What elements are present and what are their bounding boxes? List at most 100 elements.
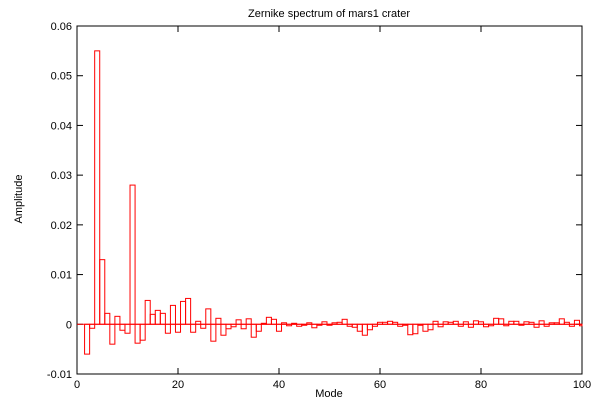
bar-mode-49 bbox=[321, 321, 328, 325]
y-axis-label: Amplitude bbox=[13, 175, 25, 224]
bar-mode-32 bbox=[235, 319, 242, 325]
bar-mode-67 bbox=[412, 323, 419, 335]
bar-mode-98 bbox=[568, 323, 575, 327]
bar-mode-81 bbox=[483, 323, 490, 328]
bar-mode-8 bbox=[114, 315, 121, 325]
bar-mode-92 bbox=[538, 320, 545, 325]
bar-mode-61 bbox=[382, 321, 389, 325]
bar-mode-73 bbox=[442, 321, 449, 325]
chart-title: Zernike spectrum of mars1 crater bbox=[248, 8, 410, 20]
y-tick-label: 0.02 bbox=[51, 220, 72, 232]
y-tick-label: 0.05 bbox=[51, 71, 72, 83]
x-axis-label: Mode bbox=[315, 388, 343, 399]
bar-mode-100 bbox=[578, 323, 583, 327]
bar-mode-72 bbox=[437, 323, 444, 328]
bar-mode-40 bbox=[275, 323, 283, 332]
bar-mode-43 bbox=[291, 322, 298, 325]
bar-mode-64 bbox=[397, 323, 404, 327]
bar-mode-29 bbox=[220, 323, 227, 336]
bar-mode-85 bbox=[503, 323, 510, 327]
bar-mode-96 bbox=[558, 318, 565, 325]
bar-mode-52 bbox=[336, 321, 343, 325]
bar-mode-68 bbox=[417, 323, 424, 326]
plot-frame bbox=[76, 25, 583, 375]
y-tick-label: 0.04 bbox=[51, 120, 72, 132]
bar-mode-95 bbox=[553, 322, 560, 325]
bar-mode-56 bbox=[356, 323, 363, 332]
bar-mode-7 bbox=[109, 323, 116, 345]
bar-mode-15 bbox=[149, 313, 156, 325]
x-tick-label: 40 bbox=[273, 379, 285, 391]
y-tick-label: 0.01 bbox=[51, 270, 72, 282]
bar-mode-63 bbox=[392, 321, 399, 325]
x-tick-label: 60 bbox=[374, 379, 386, 391]
bar-mode-44 bbox=[296, 323, 303, 327]
bar-mode-16 bbox=[154, 309, 161, 325]
bar-mode-76 bbox=[457, 323, 464, 327]
bar-mode-18 bbox=[164, 323, 171, 334]
bar-mode-9 bbox=[119, 323, 126, 331]
bar-mode-57 bbox=[361, 323, 368, 336]
bar-mode-74 bbox=[447, 321, 454, 325]
bar-mode-79 bbox=[472, 320, 479, 325]
bar-mode-6 bbox=[104, 312, 111, 325]
bar-mode-10 bbox=[124, 323, 131, 334]
y-tick-label: 0.06 bbox=[51, 21, 72, 33]
bar-mode-84 bbox=[498, 318, 505, 325]
bar-mode-14 bbox=[144, 299, 151, 325]
bar-mode-48 bbox=[316, 323, 323, 326]
bar-mode-93 bbox=[543, 323, 550, 327]
bar-mode-19 bbox=[169, 304, 176, 325]
bar-mode-75 bbox=[452, 320, 459, 325]
y-tick-label: 0.03 bbox=[51, 170, 72, 182]
bar-mode-23 bbox=[190, 323, 197, 333]
bar-mode-17 bbox=[159, 312, 166, 325]
bar-mode-33 bbox=[240, 323, 247, 330]
bar-mode-37 bbox=[260, 322, 267, 325]
bar-mode-66 bbox=[407, 323, 414, 336]
bar-mode-86 bbox=[508, 320, 515, 325]
bar-mode-24 bbox=[195, 320, 202, 325]
bar-mode-58 bbox=[366, 323, 373, 331]
bar-mode-69 bbox=[422, 323, 429, 332]
bar-mode-62 bbox=[387, 320, 394, 325]
bar-mode-35 bbox=[250, 323, 257, 338]
bar-mode-59 bbox=[371, 323, 378, 327]
bar-mode-28 bbox=[215, 317, 222, 325]
bar-mode-25 bbox=[200, 323, 207, 329]
y-tick-label: 0 bbox=[66, 319, 72, 331]
bar-mode-65 bbox=[402, 323, 409, 326]
bar-mode-54 bbox=[346, 323, 353, 327]
x-tick-label: 80 bbox=[475, 379, 487, 391]
bar-mode-94 bbox=[548, 322, 555, 325]
bar-mode-83 bbox=[493, 317, 500, 325]
bar-mode-51 bbox=[331, 322, 338, 325]
bar-mode-2 bbox=[84, 323, 91, 355]
bar-mode-70 bbox=[427, 323, 434, 331]
bar-mode-97 bbox=[563, 321, 570, 325]
bar-mode-20 bbox=[174, 323, 182, 333]
bar-mode-34 bbox=[245, 318, 252, 325]
bar-mode-42 bbox=[286, 323, 293, 327]
bar-mode-91 bbox=[533, 323, 540, 328]
bar-mode-38 bbox=[265, 316, 272, 325]
bar-mode-36 bbox=[255, 323, 262, 332]
bar-mode-45 bbox=[301, 323, 308, 326]
bar-mode-71 bbox=[432, 320, 439, 325]
y-tick-label: -0.01 bbox=[47, 369, 72, 381]
bar-mode-89 bbox=[523, 321, 530, 325]
bar-mode-21 bbox=[180, 300, 187, 325]
bar-mode-41 bbox=[281, 322, 288, 325]
bar-mode-26 bbox=[205, 308, 212, 325]
bar-mode-39 bbox=[270, 318, 277, 325]
bar-mode-5 bbox=[99, 259, 106, 325]
bar-mode-46 bbox=[306, 322, 313, 325]
bar-mode-55 bbox=[351, 323, 358, 328]
bar-mode-82 bbox=[488, 323, 495, 327]
x-tick-label: 100 bbox=[573, 379, 591, 391]
bar-mode-80 bbox=[477, 321, 485, 325]
x-tick-label: 20 bbox=[172, 379, 184, 391]
